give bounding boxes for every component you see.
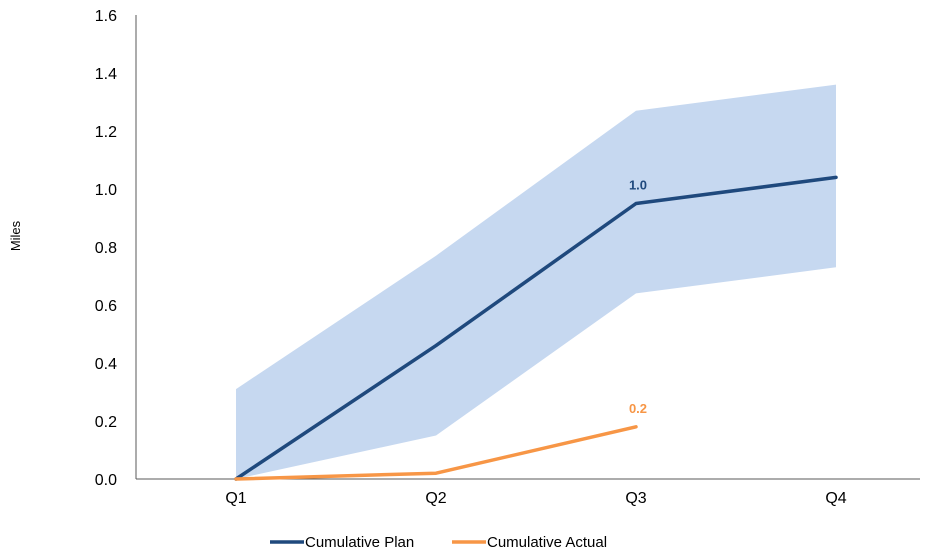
legend: Cumulative Plan Cumulative Actual bbox=[270, 534, 607, 551]
data-labels: 1.0 0.2 bbox=[629, 178, 647, 416]
y-tick-label: 1.4 bbox=[95, 66, 117, 83]
x-tick-label: Q2 bbox=[425, 490, 446, 507]
x-tick-labels: Q1 Q2 Q3 Q4 bbox=[225, 490, 846, 507]
x-tick-label: Q3 bbox=[625, 490, 646, 507]
y-tick-label: 0.2 bbox=[95, 414, 117, 431]
legend-label: Cumulative Actual bbox=[487, 534, 607, 551]
y-tick-label: 0.8 bbox=[95, 240, 117, 257]
x-tick-label: Q1 bbox=[225, 490, 246, 507]
y-tick-label: 0.0 bbox=[95, 472, 117, 489]
y-tick-label: 1.2 bbox=[95, 124, 117, 141]
x-tick-label: Q4 bbox=[825, 490, 846, 507]
series-line-cumulative-plan bbox=[234, 175, 838, 481]
legend-label: Cumulative Plan bbox=[305, 534, 414, 551]
y-tick-label: 1.0 bbox=[95, 182, 117, 199]
series-line-cumulative-actual bbox=[234, 425, 638, 481]
data-label: 1.0 bbox=[629, 178, 647, 193]
series-lines bbox=[234, 175, 838, 481]
data-label: 0.2 bbox=[629, 401, 647, 416]
y-tick-label: 0.4 bbox=[95, 356, 117, 373]
y-axis-label: Miles bbox=[8, 220, 23, 251]
y-tick-label: 0.6 bbox=[95, 298, 117, 315]
y-tick-label: 1.6 bbox=[95, 8, 117, 25]
y-tick-labels: 0.0 0.2 0.4 0.6 0.8 1.0 1.2 1.4 1.6 bbox=[95, 8, 117, 489]
